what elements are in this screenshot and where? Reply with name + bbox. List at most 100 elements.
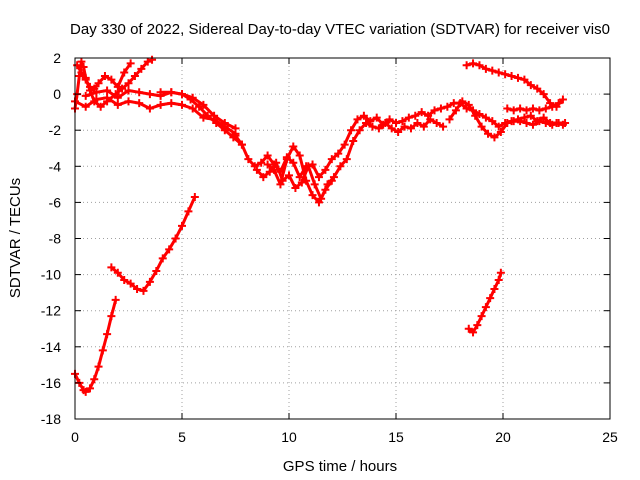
series-arc-d [73, 59, 135, 93]
series-arc-a [71, 295, 120, 396]
data-point [359, 111, 368, 120]
data-point [398, 117, 407, 126]
data-point [486, 294, 495, 303]
data-point [178, 100, 186, 109]
data-point [381, 118, 390, 127]
data-point [139, 286, 148, 295]
series-arc-i [252, 115, 448, 203]
data-point [334, 149, 343, 158]
data-point [148, 55, 157, 64]
data-point [126, 59, 135, 68]
data-point [533, 84, 542, 93]
data-point [220, 126, 229, 135]
data-point [535, 106, 544, 115]
data-point [289, 142, 298, 151]
data-point [368, 122, 377, 131]
data-point [353, 115, 362, 124]
data-point [496, 268, 505, 277]
data-point [297, 178, 306, 187]
data-point [327, 176, 336, 185]
data-point [90, 375, 99, 384]
data-point [355, 126, 364, 135]
data-point [276, 180, 285, 189]
data-point [79, 63, 88, 72]
data-point [272, 158, 281, 167]
series-arc-l [462, 59, 567, 111]
data-point [165, 245, 174, 254]
data-point [237, 140, 246, 149]
data-point [347, 126, 356, 135]
data-point [130, 72, 139, 81]
data-point [481, 113, 490, 122]
data-point [195, 102, 204, 111]
data-point [385, 115, 394, 124]
data-point [199, 113, 208, 122]
data-point [321, 165, 330, 174]
data-point [432, 118, 441, 127]
data-point [265, 167, 274, 176]
data-point [186, 95, 195, 104]
data-point [516, 104, 525, 113]
data-point [81, 75, 90, 84]
data-point [143, 57, 152, 66]
data-point [458, 97, 467, 106]
data-point [73, 61, 82, 70]
data-point [212, 118, 221, 127]
data-point [92, 95, 101, 104]
x-tick-label: 5 [178, 429, 186, 445]
data-point [494, 122, 503, 131]
data-point [477, 122, 486, 131]
x-tick-label: 10 [281, 429, 297, 445]
data-point [541, 104, 550, 113]
data-point [135, 99, 144, 108]
data-point [263, 151, 272, 160]
y-tick-label: -4 [49, 158, 62, 174]
series-arc-h [231, 99, 567, 182]
data-point [558, 95, 567, 104]
data-point [98, 346, 107, 355]
data-point [81, 102, 90, 111]
data-point [513, 73, 522, 82]
data-point [490, 133, 499, 142]
data-point [135, 88, 144, 97]
data-point [526, 111, 535, 120]
x-axis-label: GPS time / hours [283, 458, 397, 475]
data-point [107, 312, 116, 321]
data-point [199, 100, 208, 109]
data-point [490, 285, 499, 294]
data-point [203, 111, 212, 120]
y-tick-label: -12 [41, 303, 61, 319]
data-point [413, 118, 422, 127]
data-point [126, 279, 135, 288]
data-point [158, 254, 167, 263]
data-point [469, 59, 478, 68]
data-point [528, 120, 537, 129]
data-point [77, 57, 86, 66]
y-tick-label: -10 [41, 267, 61, 283]
data-point [295, 151, 304, 160]
data-point [285, 171, 293, 180]
data-point [220, 118, 229, 127]
data-point [419, 122, 428, 131]
data-point [118, 84, 127, 93]
data-point [103, 330, 112, 339]
data-point [113, 82, 122, 91]
data-point [259, 173, 268, 182]
data-series [71, 55, 570, 396]
data-point [231, 124, 240, 133]
data-point [445, 115, 454, 124]
data-point [244, 155, 253, 164]
data-point [263, 160, 272, 169]
data-point [231, 131, 240, 140]
data-point [120, 276, 129, 285]
data-point [327, 155, 336, 164]
y-tick-label: -14 [41, 339, 61, 355]
x-tick-label: 20 [495, 429, 511, 445]
data-point [107, 263, 116, 272]
data-point [417, 108, 426, 117]
series-line [465, 61, 565, 109]
data-point [282, 155, 291, 164]
data-point [400, 122, 409, 131]
data-point [289, 158, 298, 167]
data-point [528, 104, 537, 113]
